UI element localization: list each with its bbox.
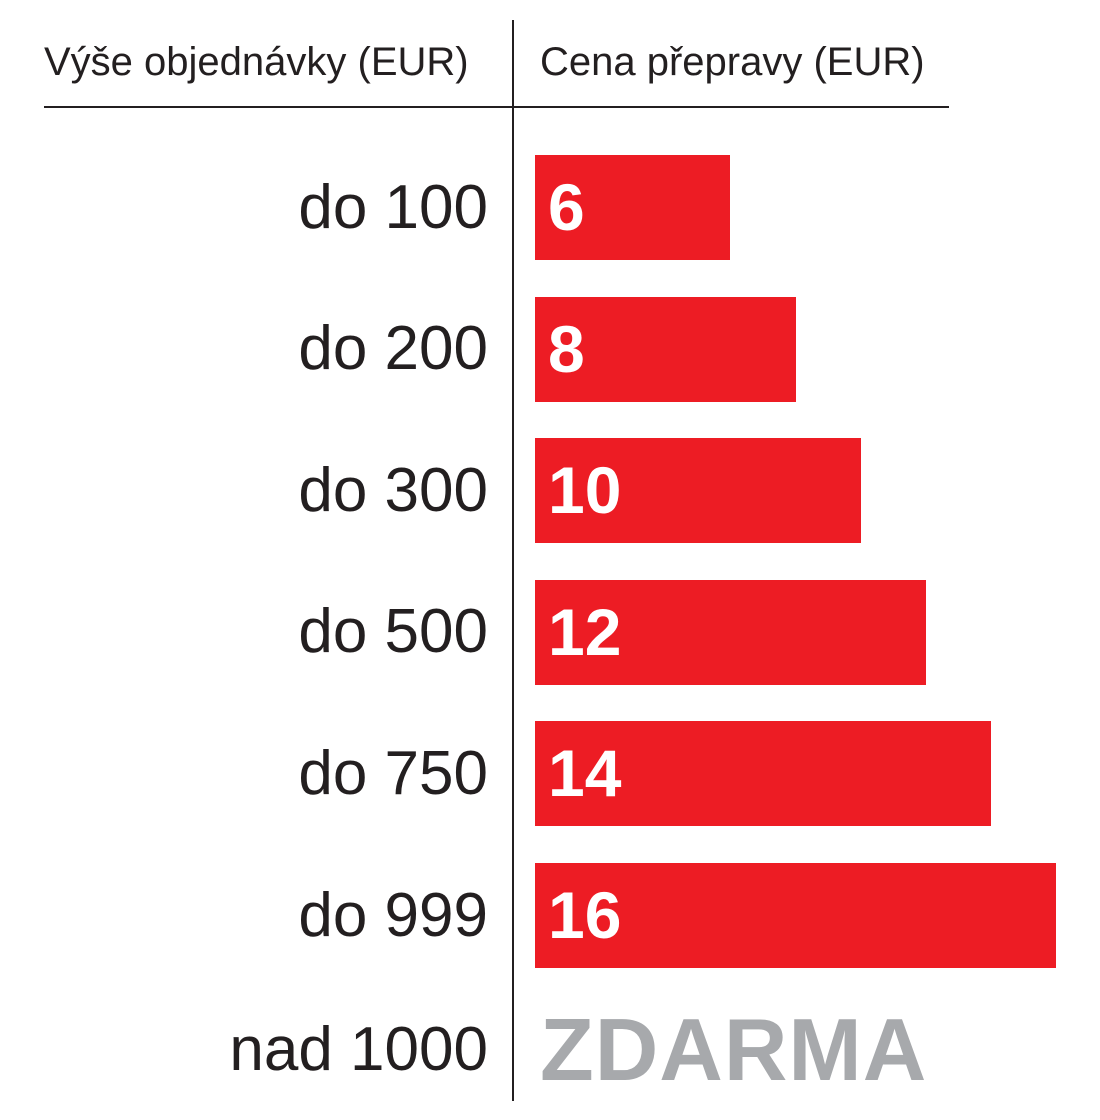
header-divider	[44, 106, 949, 108]
shipping-price-header: Cena přepravy (EUR)	[540, 40, 925, 84]
bar-value-label: 6	[548, 170, 585, 244]
bar-value-label: 12	[548, 594, 622, 669]
shipping-price-bar	[535, 438, 861, 544]
shipping-price-bar	[535, 579, 926, 685]
category-label: do 750	[298, 738, 488, 808]
shipping-price-bar	[535, 296, 796, 402]
bar-value-label: 16	[548, 878, 622, 952]
order-amount-header: Výše objednávky (EUR)	[44, 40, 469, 84]
category-label: do 200	[298, 314, 488, 384]
shipping-price-bar	[535, 863, 1056, 968]
category-label: do 999	[298, 880, 488, 950]
shipping-price-bar	[535, 721, 991, 827]
bar-value-label: 14	[548, 736, 622, 811]
shipping-price-bar	[535, 155, 731, 260]
category-label: do 500	[298, 597, 488, 667]
column-divider	[512, 20, 514, 1101]
bar-value-label: 8	[548, 311, 585, 386]
category-label: nad 1000	[229, 1015, 488, 1084]
category-label: do 100	[298, 172, 488, 242]
bar-value-label: 10	[548, 453, 622, 528]
free-shipping-label: ZDARMA	[540, 1000, 928, 1099]
category-label: do 300	[298, 455, 488, 525]
